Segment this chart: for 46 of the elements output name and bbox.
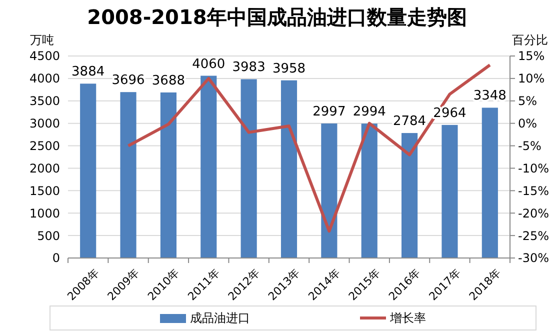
y2-tick-label: 15% (518, 49, 545, 64)
bar (482, 108, 498, 258)
y-tick-label: 4500 (29, 49, 60, 64)
y-tick-label: 1000 (29, 206, 60, 220)
y2-tick-label: -30% (518, 251, 550, 266)
bar (361, 124, 378, 258)
bar (321, 123, 338, 258)
y2-tick-label: -25% (518, 228, 550, 243)
y2-tick-label: -15% (518, 184, 550, 198)
data-label: 3884 (72, 64, 105, 80)
bar (442, 124, 458, 258)
y2-tick-label: 5% (518, 94, 538, 108)
y2-tick-label: 0% (518, 116, 538, 131)
data-label: 4060 (192, 56, 226, 72)
y-axis-title: 万吨 (30, 33, 54, 47)
y2-tick-label: 10% (518, 72, 545, 86)
chart-title: 2008-2018年中国成品油进口数量走势图 (87, 5, 467, 29)
y-tick-label: 1500 (29, 184, 60, 198)
bar (280, 80, 298, 258)
y-tick-label: 3500 (29, 94, 60, 108)
bar (120, 92, 136, 258)
legend-label: 增长率 (389, 311, 426, 326)
data-label: 3983 (232, 60, 266, 76)
y-tick-label: 4000 (29, 72, 60, 86)
y2-tick-label: -5% (518, 138, 542, 153)
bar (160, 92, 176, 258)
y-tick-label: 0 (52, 251, 60, 266)
data-label: 3696 (112, 73, 145, 88)
data-label: 2994 (352, 104, 386, 120)
y-tick-label: 2000 (29, 161, 60, 176)
data-label: 2997 (312, 104, 346, 120)
y2-tick-label: -10% (518, 161, 550, 176)
y2-axis-title: 百分比 (512, 33, 548, 47)
data-label: 3958 (272, 61, 306, 76)
bar (240, 79, 257, 258)
y2-tick-label: -20% (518, 206, 550, 220)
y-tick-label: 3000 (29, 116, 60, 131)
data-label: 3348 (473, 88, 506, 104)
bar (200, 76, 217, 258)
bar (402, 133, 418, 258)
bar (80, 84, 96, 258)
y-tick-label: 500 (37, 228, 60, 243)
data-label: 2784 (393, 114, 426, 130)
y-tick-label: 2500 (29, 138, 60, 153)
data-label: 3688 (152, 73, 185, 88)
legend-label: 成品油进口 (190, 311, 250, 326)
